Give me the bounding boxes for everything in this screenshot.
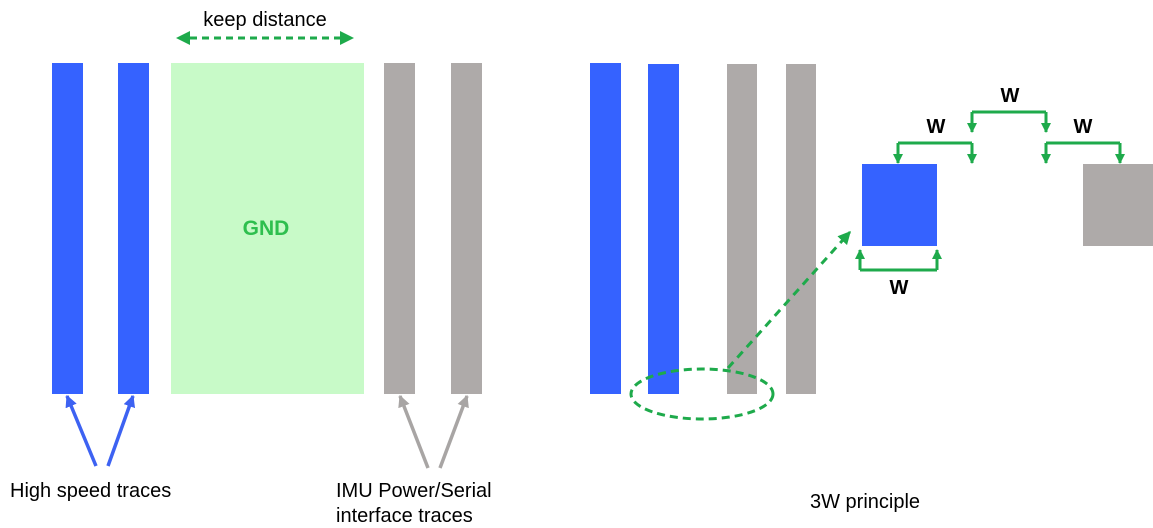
imu-label-line1: IMU Power/Serial (336, 480, 492, 502)
imu-trace (786, 64, 816, 394)
w-label-bottom: W (890, 277, 909, 299)
w-label-top-left: W (927, 116, 946, 138)
imu-pointer-arrow (438, 394, 469, 469)
keep-distance-arrow-head-left (176, 31, 190, 45)
zoom-region-ellipse (629, 367, 775, 421)
high-speed-trace (52, 63, 83, 394)
high-speed-pointer-arrow (106, 394, 136, 467)
high-speed-trace (648, 64, 679, 394)
w-label-top-middle: W (1001, 85, 1020, 107)
right-panel: W W W W 3W principle (590, 63, 1153, 513)
imu-trace (727, 64, 757, 394)
trace-cross-section-gray (1083, 164, 1153, 246)
gnd-label: GND (243, 217, 290, 240)
high-speed-trace (590, 63, 621, 394)
high-speed-label: High speed traces (10, 480, 171, 502)
gnd-plane (171, 63, 364, 394)
imu-pointer-arrow (398, 394, 430, 469)
imu-trace (451, 63, 482, 394)
trace-cross-section-blue (862, 164, 937, 246)
keep-distance-label: keep distance (203, 9, 326, 31)
left-panel: keep distance GND High speed traces IMU … (10, 9, 492, 527)
imu-label-line2: interface traces (336, 505, 473, 527)
keep-distance-arrow-head-right (340, 31, 354, 45)
zoom-pointer-arrow (726, 230, 852, 370)
w-label-top-right: W (1074, 116, 1093, 138)
high-speed-trace (118, 63, 149, 394)
high-speed-pointer-arrow (65, 394, 98, 467)
imu-trace (384, 63, 415, 394)
principle-label: 3W principle (810, 491, 920, 513)
